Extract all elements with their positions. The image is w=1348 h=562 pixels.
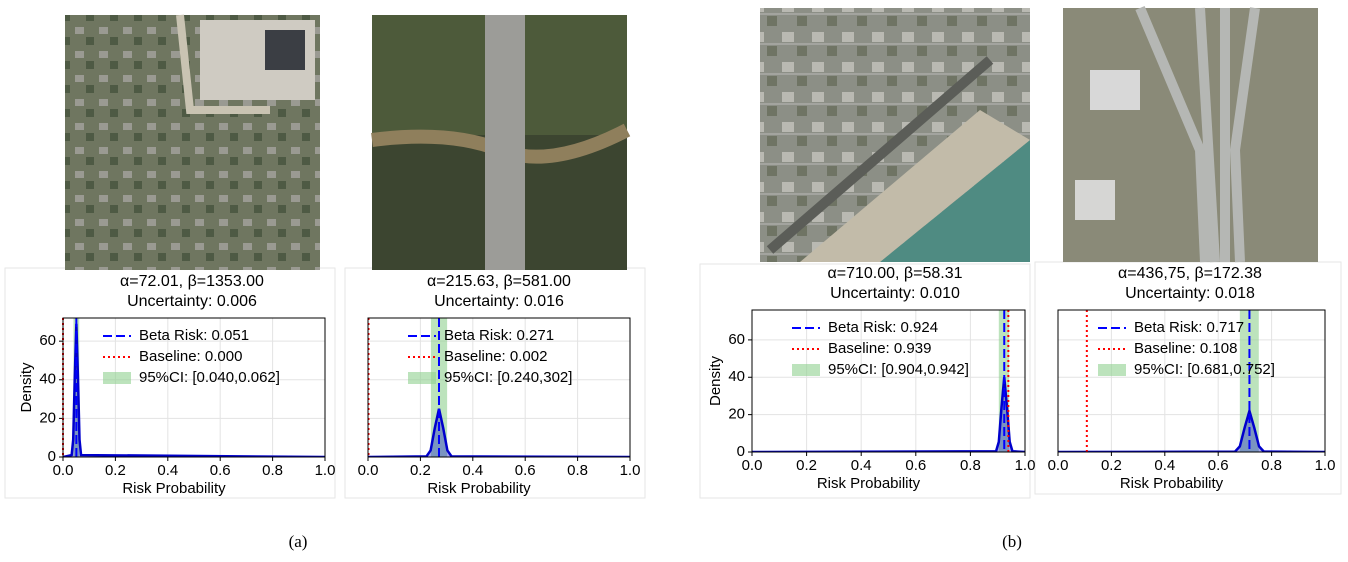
legend-label: Beta Risk: 0.717 [1134, 319, 1244, 336]
page: (a) (b) α=72.01, β=1353.00 Uncertainty: 0.0… [0, 0, 1348, 562]
x-tick-label: 0.8 [567, 462, 588, 479]
legend-swatch [1098, 364, 1126, 376]
x-axis-label: Risk Probability [427, 480, 531, 497]
y-tick-label: 20 [728, 406, 745, 423]
y-tick-label: 60 [39, 332, 56, 349]
x-tick-label: 0.4 [462, 462, 483, 479]
x-tick-label: 0.6 [210, 462, 231, 479]
panel-title: α=215.63, β=581.00 [427, 273, 571, 290]
density-curve [1058, 411, 1325, 452]
legend-label: Beta Risk: 0.924 [828, 319, 938, 336]
y-tick-label: 40 [728, 368, 745, 385]
x-tick-label: 1.0 [1015, 457, 1036, 474]
legend-label: Beta Risk: 0.271 [444, 327, 554, 344]
panel-title: α=72.01, β=1353.00 [120, 273, 264, 290]
panel-subtitle: Uncertainty: 0.016 [434, 293, 564, 310]
legend-label: Baseline: 0.002 [444, 348, 547, 365]
x-tick-label: 0.2 [796, 457, 817, 474]
x-tick-label: 0.6 [905, 457, 926, 474]
x-axis-label: Risk Probability [1120, 475, 1224, 492]
y-tick-label: 20 [39, 409, 56, 426]
x-tick-label: 0.8 [262, 462, 283, 479]
panel-title: α=436,75, β=172.38 [1118, 265, 1262, 282]
x-tick-label: 1.0 [620, 462, 641, 479]
x-tick-label: 0.2 [410, 462, 431, 479]
legend-label: Beta Risk: 0.051 [139, 327, 249, 344]
legend-label: 95%CI: [0.904,0.942] [828, 361, 969, 378]
density-curve [368, 409, 630, 457]
legend-label: Baseline: 0.108 [1134, 340, 1237, 357]
x-tick-label: 0.2 [1101, 457, 1122, 474]
y-tick-label: 60 [728, 331, 745, 348]
legend-swatch [103, 372, 131, 384]
legend-swatch [408, 372, 436, 384]
x-tick-label: 0.4 [1154, 457, 1175, 474]
panel-title: α=710.00, β=58.31 [827, 265, 962, 282]
x-tick-label: 0.6 [515, 462, 536, 479]
x-tick-label: 0.2 [105, 462, 126, 479]
legend-label: Baseline: 0.939 [828, 340, 931, 357]
caption: (b) [1002, 532, 1022, 551]
density-area [368, 409, 630, 457]
y-axis-label: Density [707, 355, 724, 406]
panel-subtitle: Uncertainty: 0.010 [830, 285, 960, 302]
figure: (a) (b) α=72.01, β=1353.00 Uncertainty: 0.0… [0, 0, 1348, 557]
panel-subtitle: Uncertainty: 0.018 [1125, 285, 1255, 302]
x-axis-label: Risk Probability [122, 480, 226, 497]
x-tick-label: 1.0 [315, 462, 336, 479]
x-tick-label: 0.8 [1261, 457, 1282, 474]
x-tick-label: 0.0 [358, 462, 379, 479]
panel-subtitle: Uncertainty: 0.006 [127, 293, 257, 310]
legend-swatch [792, 364, 820, 376]
x-tick-label: 0.0 [53, 462, 74, 479]
x-tick-label: 0.4 [157, 462, 178, 479]
legend-label: 95%CI: [0.040,0.062] [139, 369, 280, 386]
x-tick-label: 0.0 [742, 457, 763, 474]
aerial-images [65, 8, 1318, 270]
legend-label: 95%CI: [0.240,302] [444, 369, 572, 386]
x-tick-label: 1.0 [1315, 457, 1336, 474]
y-axis-label: Density [18, 362, 35, 413]
caption: (a) [289, 532, 308, 551]
y-tick-label: 40 [39, 371, 56, 388]
x-tick-label: 0.4 [851, 457, 872, 474]
density-area [1058, 411, 1325, 452]
x-tick-label: 0.6 [1208, 457, 1229, 474]
legend-label: Baseline: 0.000 [139, 348, 242, 365]
x-tick-label: 0.0 [1048, 457, 1069, 474]
x-axis-label: Risk Probability [817, 475, 921, 492]
x-tick-label: 0.8 [960, 457, 981, 474]
legend-label: 95%CI: [0.681,0.752] [1134, 361, 1275, 378]
